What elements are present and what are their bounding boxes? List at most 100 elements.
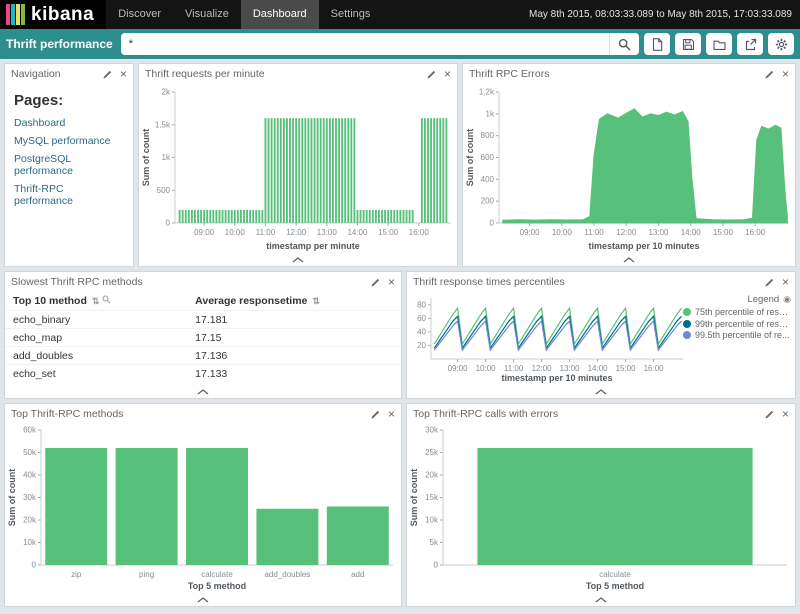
legend-toggle-icon[interactable]: ◉: [783, 294, 791, 304]
svg-text:11:00: 11:00: [256, 228, 276, 237]
svg-text:14:00: 14:00: [588, 364, 609, 373]
top-methods-chart[interactable]: 0 10k 20k 30k 40k 50k 60k Sum of count Top 5 met…: [5, 424, 401, 593]
svg-text:09:00: 09:00: [448, 364, 469, 373]
svg-text:11:00: 11:00: [504, 364, 524, 373]
nav-tab-visualize[interactable]: Visualize: [185, 8, 229, 20]
folder-icon: [712, 40, 726, 50]
panel-top-errors: Top Thrift-RPC calls with errors × 0 5k 10…: [406, 403, 796, 607]
column-header-responsetime[interactable]: Average responsetime ⇅: [195, 295, 320, 307]
svg-text:Sum of count: Sum of count: [465, 129, 475, 187]
panel-header: Top Thrift-RPC methods ×: [5, 404, 401, 424]
svg-text:40k: 40k: [23, 471, 37, 480]
collapse-panel-chevron[interactable]: [197, 388, 209, 395]
close-panel-icon[interactable]: ×: [781, 67, 789, 81]
svg-text:2k: 2k: [162, 88, 171, 97]
edit-panel-icon[interactable]: [427, 70, 436, 79]
panel-title: Navigation: [11, 68, 61, 80]
column-search-icon[interactable]: [102, 295, 111, 304]
close-panel-icon[interactable]: ×: [119, 67, 127, 81]
legend-color-dot: [683, 308, 691, 316]
new-dashboard-button[interactable]: [644, 33, 670, 55]
nav-tab-discover[interactable]: Discover: [118, 8, 161, 20]
svg-text:20k: 20k: [425, 471, 439, 480]
svg-text:12:00: 12:00: [532, 364, 553, 373]
nav-tab-settings[interactable]: Settings: [330, 8, 371, 20]
legend-item[interactable]: 99th percentile of resp...: [683, 319, 791, 329]
time-picker[interactable]: May 8th 2015, 08:03:33.089 to May 8th 20…: [521, 0, 800, 29]
save-dashboard-button[interactable]: [675, 33, 701, 55]
panel-header: Top Thrift-RPC calls with errors ×: [407, 404, 795, 424]
collapse-panel-chevron[interactable]: [595, 596, 607, 603]
svg-text:200: 200: [481, 197, 495, 206]
dashboard-title: Thrift performance: [6, 37, 113, 51]
top-navbar: kibana Discover Visualize Dashboard Sett…: [0, 0, 800, 29]
sort-icon[interactable]: ⇅: [91, 296, 100, 306]
table-row: echo_binary 17.181: [5, 310, 401, 329]
close-panel-icon[interactable]: ×: [781, 275, 789, 289]
legend-item[interactable]: 99.5th percentile of re...: [683, 330, 791, 340]
edit-panel-icon[interactable]: [103, 70, 112, 79]
panel-title: Thrift requests per minute: [145, 68, 265, 80]
rpc-errors-chart[interactable]: 0 200 400 600 800 1k 1.2k Sum of count 09:00 10:0…: [463, 84, 795, 253]
query-input[interactable]: [120, 33, 609, 55]
sort-icon[interactable]: ⇅: [312, 296, 320, 306]
panel-title: Slowest Thrift RPC methods: [11, 276, 143, 288]
svg-text:1k: 1k: [162, 153, 171, 162]
svg-text:600: 600: [481, 153, 495, 162]
responsetime-cell: 17.181: [187, 310, 401, 329]
svg-text:ping: ping: [139, 570, 154, 579]
panel-header: Thrift response times percentiles ×: [407, 272, 795, 292]
settings-button[interactable]: [768, 33, 794, 55]
load-dashboard-button[interactable]: [706, 33, 732, 55]
edit-panel-icon[interactable]: [371, 410, 380, 419]
collapse-panel-chevron[interactable]: [292, 256, 304, 263]
nav-link-dashboard[interactable]: Dashboard: [14, 117, 66, 129]
nav-link-postgresql[interactable]: PostgreSQL performance: [14, 153, 73, 177]
svg-text:zip: zip: [71, 570, 82, 579]
svg-text:16:00: 16:00: [644, 364, 665, 373]
legend-item[interactable]: 75th percentile of resp...: [683, 307, 791, 317]
edit-panel-icon[interactable]: [765, 278, 774, 287]
thrift-requests-chart[interactable]: 0 500 1k 1.5k 2k Sum of count 09:00 10:00 11:00 1…: [139, 84, 457, 253]
svg-text:30k: 30k: [23, 493, 37, 502]
svg-text:10:00: 10:00: [476, 364, 497, 373]
column-header-method[interactable]: Top 10 method ⇅: [5, 292, 187, 311]
svg-text:Top 5 method: Top 5 method: [586, 581, 644, 591]
close-panel-icon[interactable]: ×: [387, 275, 395, 289]
svg-text:Top 5 method: Top 5 method: [188, 581, 246, 591]
svg-text:10:00: 10:00: [552, 228, 573, 237]
kibana-logo[interactable]: kibana: [0, 0, 107, 29]
percentiles-chart[interactable]: 20 40 60 80 09:00 10:00 11:00 12:00 13:00 14:00 15…: [407, 292, 795, 385]
collapse-panel-chevron[interactable]: [197, 596, 209, 603]
close-panel-icon[interactable]: ×: [781, 407, 789, 421]
search-icon: [618, 38, 631, 50]
top-errors-chart[interactable]: 0 5k 10k 15k 20k 25k 30k Sum of count Top 5 meth…: [407, 424, 795, 593]
svg-text:15:00: 15:00: [713, 228, 734, 237]
svg-text:5k: 5k: [430, 538, 439, 547]
svg-text:1.2k: 1.2k: [479, 88, 495, 97]
nav-tab-dashboard[interactable]: Dashboard: [240, 0, 319, 29]
nav-link-thrift-rpc[interactable]: Thrift-RPC performance: [14, 183, 73, 207]
svg-text:13:00: 13:00: [648, 228, 669, 237]
svg-text:13:00: 13:00: [317, 228, 338, 237]
svg-text:12:00: 12:00: [286, 228, 307, 237]
close-panel-icon[interactable]: ×: [387, 407, 395, 421]
close-panel-icon[interactable]: ×: [443, 67, 451, 81]
svg-text:14:00: 14:00: [347, 228, 368, 237]
svg-text:1.5k: 1.5k: [155, 120, 171, 129]
edit-panel-icon[interactable]: [371, 278, 380, 287]
search-button[interactable]: [609, 33, 639, 55]
method-cell: echo_map: [5, 328, 188, 347]
share-dashboard-button[interactable]: [737, 33, 763, 55]
panel-thrift-requests: Thrift requests per minute × 0 500 1k 1.5k 2…: [138, 63, 458, 267]
svg-text:15:00: 15:00: [616, 364, 637, 373]
svg-text:80: 80: [417, 300, 426, 309]
svg-text:15:00: 15:00: [378, 228, 399, 237]
collapse-panel-chevron[interactable]: [623, 256, 635, 263]
collapse-panel-chevron[interactable]: [595, 388, 607, 395]
nav-link-mysql[interactable]: MySQL performance: [14, 135, 111, 147]
edit-panel-icon[interactable]: [765, 410, 774, 419]
svg-text:60: 60: [417, 314, 426, 323]
panel-header: Slowest Thrift RPC methods ×: [5, 272, 401, 292]
edit-panel-icon[interactable]: [765, 70, 774, 79]
